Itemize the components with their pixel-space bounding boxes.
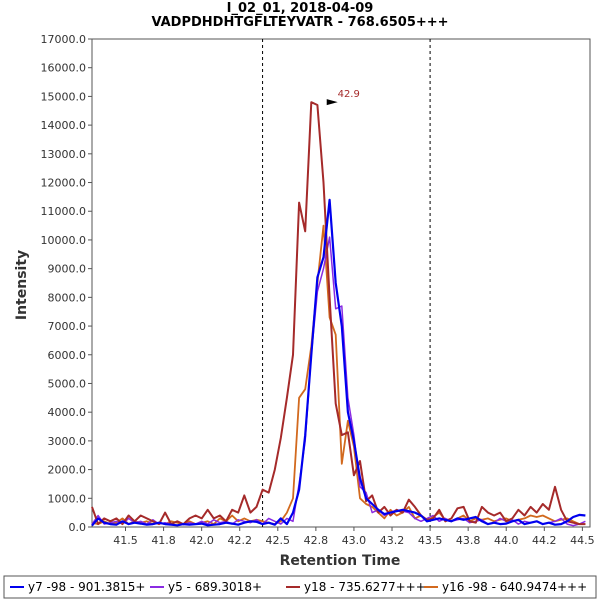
x-tick-label: 44.5 <box>570 534 595 547</box>
x-tick-label: 43.8 <box>456 534 481 547</box>
y-tick-label: 12000.0 <box>41 177 87 190</box>
legend-label-2: y18 - 735.6277+++ <box>304 580 426 594</box>
legend: y7 -98 - 901.3815+ y5 - 689.3018+ y18 - 73… <box>3 575 597 599</box>
axis-ticks: 0.0 1000.0 2000.0 3000.0 4000.0 5000.0 6000.0 7… <box>41 33 595 547</box>
y-tick-label: 3000.0 <box>48 435 87 448</box>
series-line-0 <box>91 198 586 527</box>
y-tick-label: 6000.0 <box>48 349 87 362</box>
series-line-2 <box>91 101 586 526</box>
x-tick-label: 42.5 <box>266 534 291 547</box>
y-tick-label: 4000.0 <box>48 406 87 419</box>
peak-marker-icon <box>326 99 338 106</box>
legend-label-3: y16 -98 - 640.9474+++ <box>442 580 587 594</box>
x-tick-label: 42.0 <box>189 534 214 547</box>
y-tick-label: 8000.0 <box>48 291 87 304</box>
y-tick-label: 13000.0 <box>41 148 87 161</box>
x-tick-label: 42.2 <box>227 534 252 547</box>
x-tick-label: 43.2 <box>380 534 405 547</box>
y-tick-label: 17000.0 <box>41 33 87 46</box>
chart-subtitle: VADPDHDHTGFLTEYVATR - 768.6505+++ <box>151 15 448 30</box>
y-tick-label: 0.0 <box>69 521 87 534</box>
series-layer <box>91 101 586 527</box>
y-tick-label: 5000.0 <box>48 377 87 390</box>
y-tick-label: 14000.0 <box>41 119 87 132</box>
x-axis-label: Retention Time <box>280 553 401 569</box>
x-tick-label: 44.0 <box>494 534 519 547</box>
x-tick-label: 41.5 <box>113 534 138 547</box>
y-tick-label: 9000.0 <box>48 263 87 276</box>
y-tick-label: 11000.0 <box>41 205 87 218</box>
y-tick-label: 15000.0 <box>41 90 87 103</box>
y-tick-label: 2000.0 <box>48 464 87 477</box>
x-tick-label: 42.8 <box>304 534 329 547</box>
legend-label-1: y5 - 689.3018+ <box>168 580 262 594</box>
y-axis-label: Intensity <box>14 250 30 320</box>
chart-title: I_02_01, 2018-04-09 <box>227 1 374 16</box>
y-tick-label: 16000.0 <box>41 62 87 75</box>
x-tick-label: 41.8 <box>151 534 176 547</box>
y-tick-label: 1000.0 <box>48 492 87 505</box>
peak-annotation: 42.9 <box>338 89 360 100</box>
legend-label-0: y7 -98 - 901.3815+ <box>28 580 145 594</box>
x-tick-label: 43.5 <box>418 534 443 547</box>
x-tick-label: 44.2 <box>532 534 557 547</box>
y-tick-label: 7000.0 <box>48 320 87 333</box>
y-tick-label: 10000.0 <box>41 234 87 247</box>
annotation-layer: 42.9 <box>326 89 360 106</box>
x-tick-label: 43.0 <box>342 534 367 547</box>
